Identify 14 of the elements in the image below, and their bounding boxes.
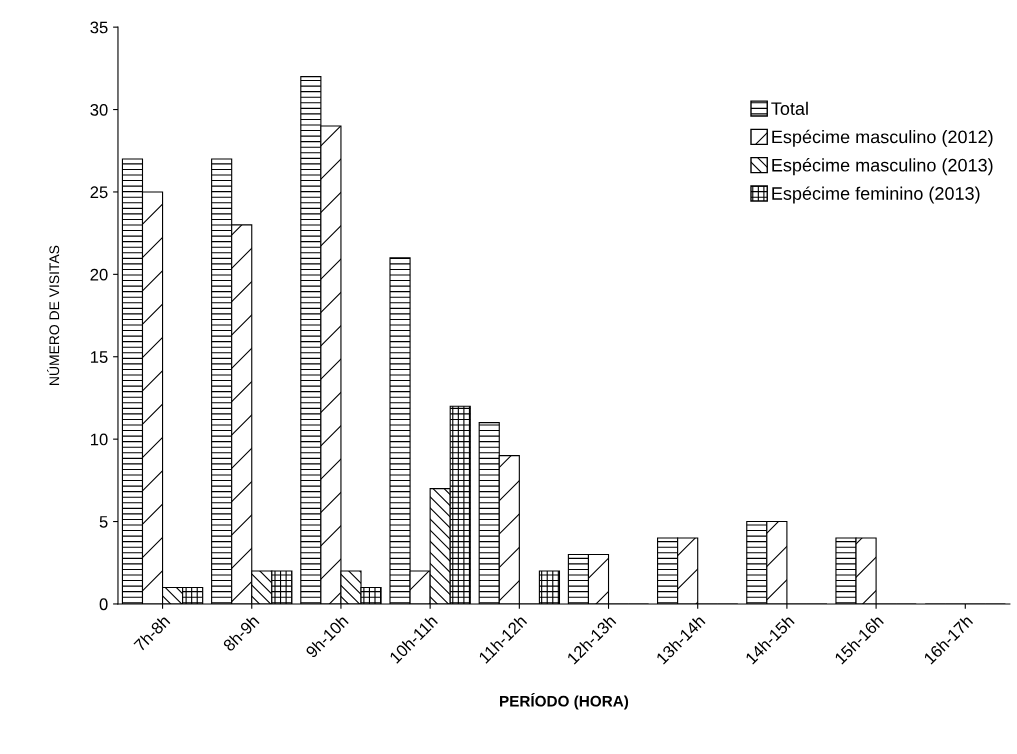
y-tick-label: 5 [99, 516, 108, 528]
y-tick-label: 15 [90, 351, 108, 363]
y-tick-label: 35 [90, 21, 108, 34]
y-tick-label: 10 [90, 433, 108, 446]
y-tick-label: 30 [90, 103, 108, 116]
y-tick-label: 25 [90, 186, 108, 199]
y-tick-label: 20 [90, 268, 108, 281]
x-axis-title: PERÍODO (HORA) [500, 692, 629, 710]
legend-label: Total [771, 101, 808, 115]
y-tick-label: 0 [99, 598, 108, 611]
legend-label: Espécime feminino (2013) [772, 186, 980, 204]
legend-label: Espécime masculino (2013) [772, 158, 993, 176]
y-axis-title: NÚMERO DE VISITAS [47, 245, 60, 385]
legend-label: Espécime masculino (2012) [772, 129, 993, 147]
